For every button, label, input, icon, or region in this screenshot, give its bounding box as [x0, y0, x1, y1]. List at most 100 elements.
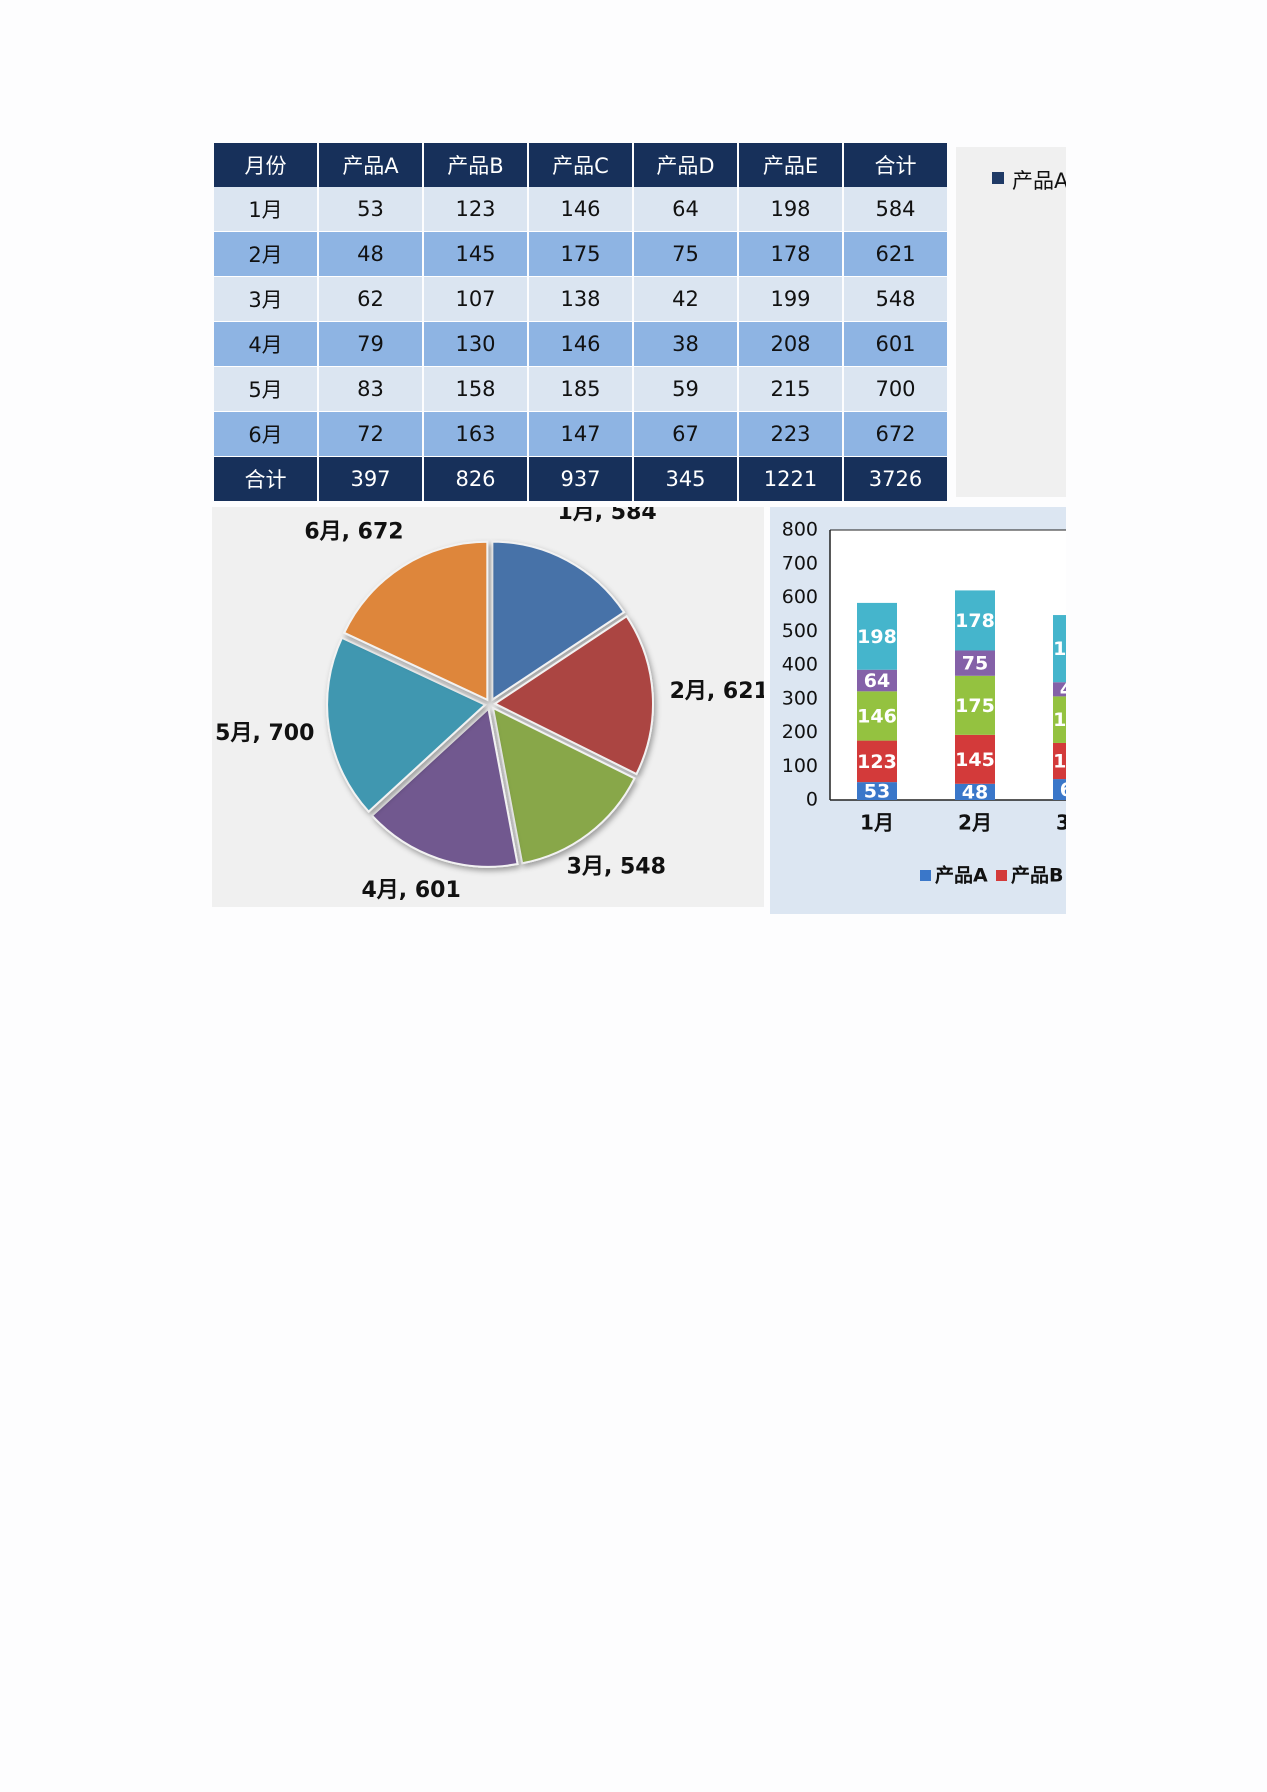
table-cell: 198	[739, 187, 842, 232]
table-row: 3月 62 107 138 42 199 548	[214, 277, 947, 322]
header-product-b: 产品B	[424, 143, 527, 187]
table-cell: 72	[319, 412, 422, 457]
table-row: 6月 72 163 147 67 223 672	[214, 412, 947, 457]
table-cell: 62	[319, 277, 422, 322]
table-cell: 178	[739, 232, 842, 277]
table-row: 2月 48 145 175 75 178 621	[214, 232, 947, 277]
bar-data-label: 146	[857, 705, 897, 727]
table-cell: 700	[844, 367, 947, 412]
table-cell: 138	[529, 277, 632, 322]
y-tick-label: 400	[782, 654, 818, 676]
y-tick-label: 300	[782, 687, 818, 709]
table-cell: 53	[319, 187, 422, 232]
table-cell: 67	[634, 412, 737, 457]
table-cell: 107	[424, 277, 527, 322]
stacked-bar-chart: 0 100 200 300 400 500 600 700 800 53 123 146 64 198 1月…	[782, 519, 1066, 887]
pie-data-label: 3月, 548	[567, 855, 666, 880]
bar-data-label: 123	[857, 751, 897, 773]
bar-data-label: 64	[864, 670, 890, 692]
pie-slice	[491, 540, 626, 702]
row-label-cell: 5月	[214, 367, 317, 412]
bar-data-label: 42	[1060, 679, 1066, 701]
bar-segment	[955, 734, 995, 784]
table-cell: 215	[739, 367, 842, 412]
row-label-cell: 6月	[214, 412, 317, 457]
table-cell: 163	[424, 412, 527, 457]
bar-segment	[857, 691, 897, 741]
bar-segment	[1053, 742, 1066, 780]
table-cell: 621	[844, 232, 947, 277]
table-cell: 937	[529, 457, 632, 501]
bar-segment	[1053, 682, 1066, 697]
table-cell: 672	[844, 412, 947, 457]
table-cell: 199	[739, 277, 842, 322]
x-tick-label: 1月	[860, 811, 894, 835]
bar-segment	[1053, 696, 1066, 743]
table-cell: 175	[529, 232, 632, 277]
bar-data-label: 107	[1053, 751, 1066, 773]
bar-data-label: 175	[955, 695, 995, 717]
pie-slice	[342, 540, 489, 702]
table-row: 1月 53 123 146 64 198 584	[214, 187, 947, 232]
table-cell: 601	[844, 322, 947, 367]
bar-segment	[857, 602, 897, 670]
table-cell: 345	[634, 457, 737, 501]
table-cell: 584	[844, 187, 947, 232]
pie-slice	[370, 706, 519, 868]
legend-swatch	[996, 870, 1007, 881]
pie-data-label: 5月, 700	[215, 721, 314, 746]
x-tick-label: 2月	[958, 811, 992, 835]
table-cell: 185	[529, 367, 632, 412]
pie-chart-panel: 1月, 584 2月, 621 3月, 548 4月, 601 5月, 700 6月, 6…	[212, 500, 769, 907]
y-tick-label: 800	[782, 519, 818, 541]
header-product-c: 产品C	[529, 143, 632, 187]
bar-segment	[857, 782, 897, 800]
bar-segment	[955, 590, 995, 651]
table-cell: 75	[634, 232, 737, 277]
bar-data-label: 198	[857, 626, 897, 648]
header-product-d: 产品D	[634, 143, 737, 187]
bar-segment	[1053, 779, 1066, 800]
bar-data-label: 48	[962, 781, 988, 803]
pie-data-label: 6月, 672	[304, 519, 403, 544]
table-cell: 123	[424, 187, 527, 232]
row-label-cell: 3月	[214, 277, 317, 322]
table-cell: 42	[634, 277, 737, 322]
pie-data-label: 2月, 621	[670, 679, 764, 704]
y-tick-label: 500	[782, 620, 818, 642]
bar-data-label: 75	[962, 653, 988, 675]
table-cell: 147	[529, 412, 632, 457]
pie-data-label: 1月, 584	[557, 507, 656, 525]
bar-segment	[955, 650, 995, 676]
y-tick-label: 0	[806, 789, 818, 811]
side-legend-panel: 产品A	[956, 147, 1066, 497]
data-table: 月份 产品A 产品B 产品C 产品D 产品E 合计 1月 53 123 146 64 19…	[212, 143, 949, 501]
bar-data-label: 178	[955, 610, 995, 632]
pie-slice	[492, 614, 654, 776]
row-label-cell: 1月	[214, 187, 317, 232]
row-label-cell: 2月	[214, 232, 317, 277]
bar-segment	[955, 675, 995, 735]
y-tick-label: 700	[782, 552, 818, 574]
y-tick-label: 600	[782, 586, 818, 608]
table-total-row: 合计 397 826 937 345 1221 3726	[214, 457, 947, 501]
table-cell: 59	[634, 367, 737, 412]
y-tick-label: 100	[782, 755, 818, 777]
table-cell: 826	[424, 457, 527, 501]
header-total: 合计	[844, 143, 947, 187]
table-cell: 208	[739, 322, 842, 367]
table-cell: 130	[424, 322, 527, 367]
row-label-cell: 合计	[214, 457, 317, 501]
table-cell: 158	[424, 367, 527, 412]
table-cell: 146	[529, 187, 632, 232]
table-cell: 397	[319, 457, 422, 501]
row-label-cell: 4月	[214, 322, 317, 367]
table-cell: 223	[739, 412, 842, 457]
table-row: 5月 83 158 185 59 215 700	[214, 367, 947, 412]
legend-label: 产品A	[1012, 169, 1066, 193]
y-tick-label: 200	[782, 721, 818, 743]
bar-segment	[857, 669, 897, 692]
legend-label: 产品B	[1011, 864, 1063, 887]
table-header-row: 月份 产品A 产品B 产品C 产品D 产品E 合计	[214, 143, 947, 187]
table-cell: 79	[319, 322, 422, 367]
